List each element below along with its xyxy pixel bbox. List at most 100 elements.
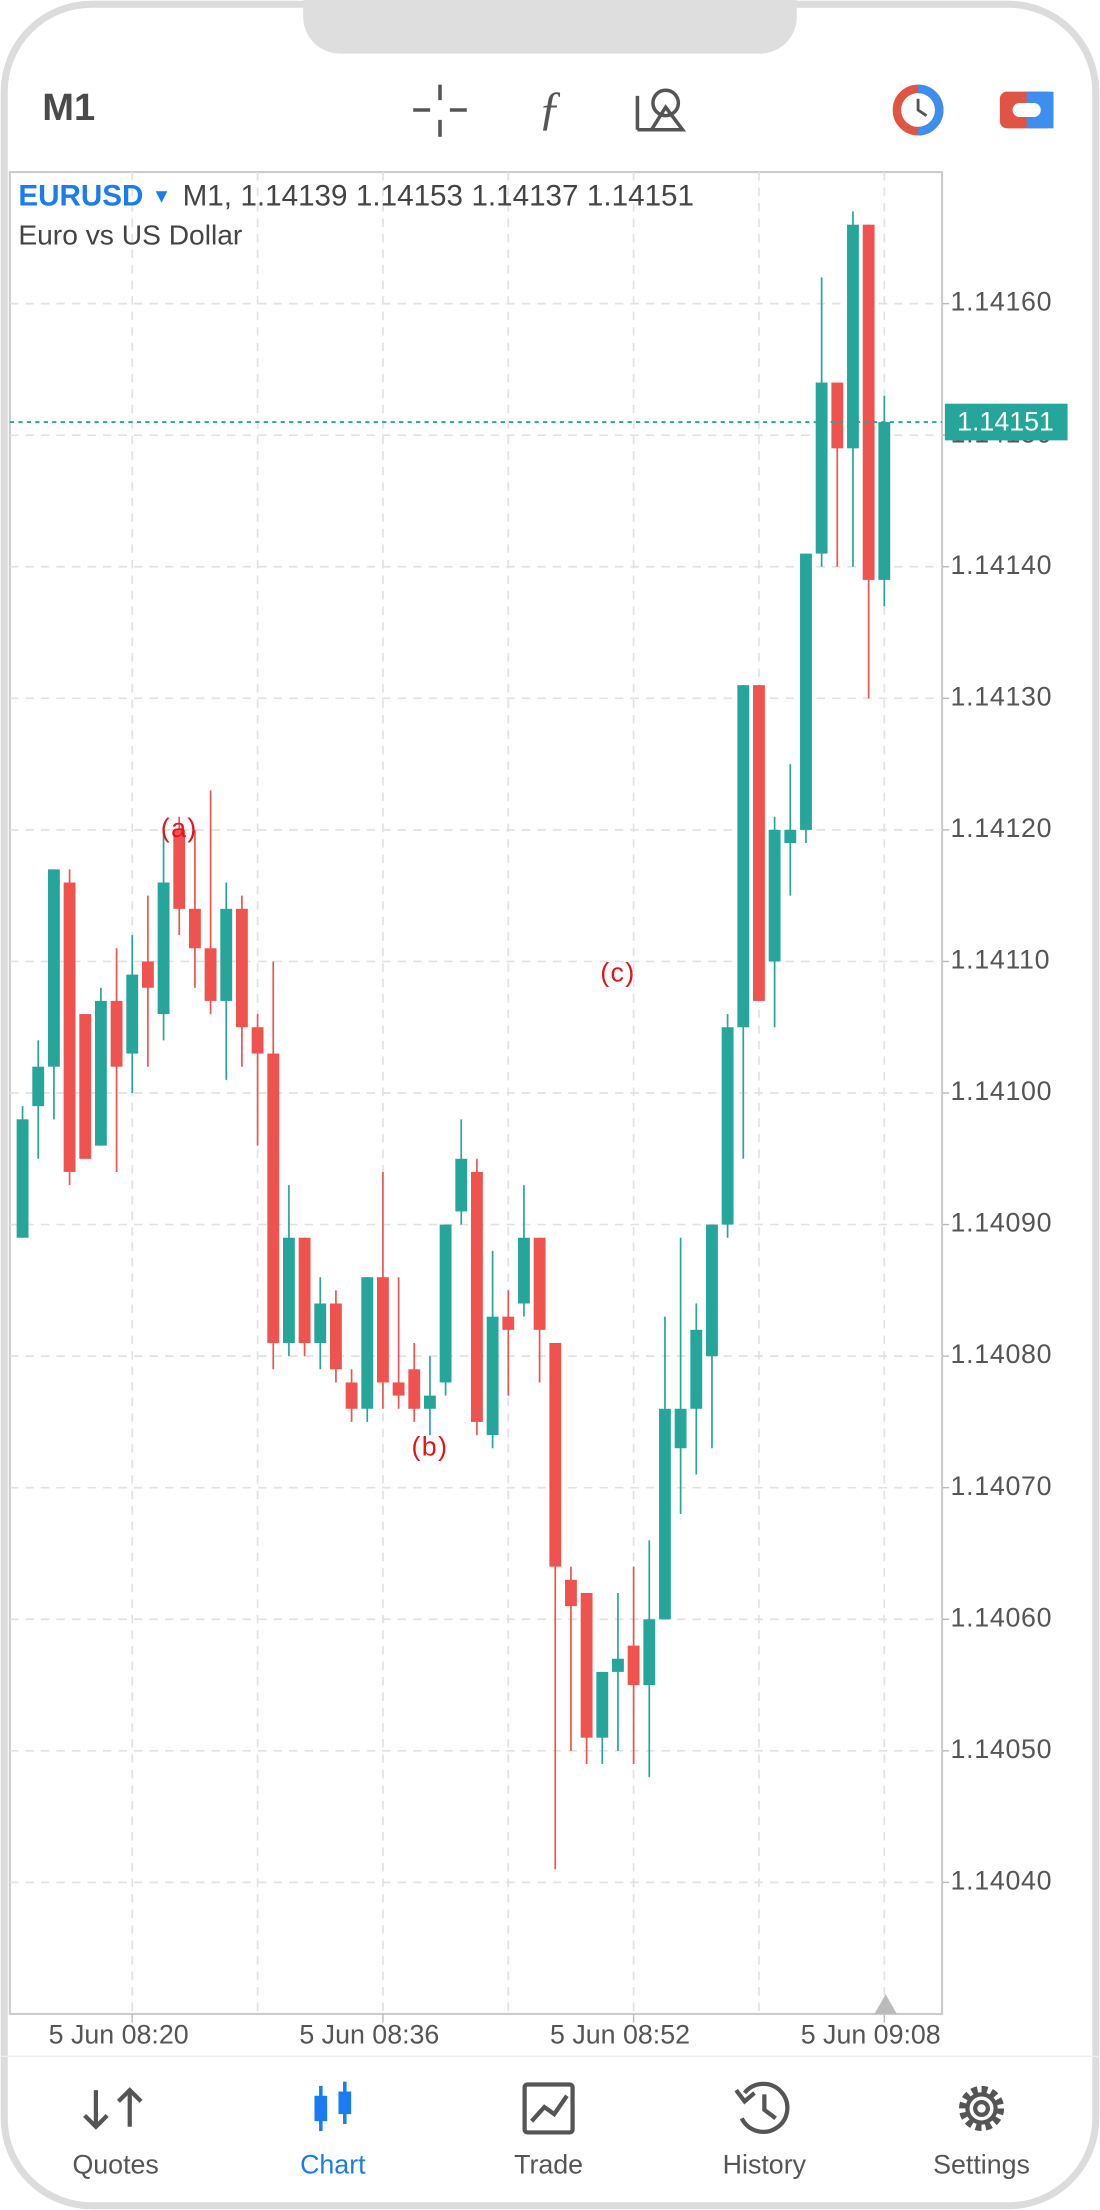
candle-body — [706, 1224, 718, 1357]
candle-body — [533, 1237, 546, 1330]
y-tick-label: 1.14160 — [951, 287, 1053, 317]
nav-label[interactable]: Quotes — [72, 2149, 158, 2179]
candle-body — [753, 685, 765, 1001]
y-tick-label: 1.14040 — [951, 1865, 1053, 1895]
candle-body — [188, 908, 201, 949]
candle-body — [565, 1579, 577, 1607]
x-tick-label: 5 Jun 09:08 — [801, 2020, 941, 2050]
candle-body — [831, 382, 844, 449]
candle-body — [16, 1119, 29, 1238]
bottom-navigation: Quotes Chart Trade History Settings — [72, 2081, 1030, 2179]
candle-body — [204, 948, 217, 1001]
candle-body — [314, 1303, 327, 1343]
y-tick-label: 1.14080 — [951, 1339, 1053, 1369]
candle-body — [282, 1237, 295, 1343]
candle-body — [502, 1316, 515, 1330]
quotes-icon[interactable] — [83, 2087, 143, 2130]
x-tick-label: 5 Jun 08:52 — [550, 2020, 690, 2050]
y-tick-label: 1.14140 — [951, 550, 1053, 580]
candle-body — [377, 1277, 389, 1383]
history-icon[interactable] — [734, 2081, 790, 2134]
y-tick-label: 1.14060 — [951, 1602, 1053, 1632]
candle-body — [141, 961, 154, 988]
candle-body — [424, 1395, 436, 1409]
scroll-marker[interactable] — [874, 1994, 897, 2014]
y-tick-label: 1.14070 — [951, 1471, 1053, 1501]
notch — [303, 0, 797, 54]
candle-body — [330, 1303, 342, 1370]
close-value: 1.14151 — [587, 179, 694, 212]
current-price-label: 1.14151 — [957, 407, 1054, 437]
candle-body — [580, 1592, 593, 1738]
settings-icon[interactable] — [958, 2085, 1005, 2132]
annotation: (c) — [600, 958, 635, 988]
candle-body — [800, 553, 812, 830]
candle-body — [392, 1382, 405, 1396]
nav-label[interactable]: Trade — [514, 2149, 583, 2179]
y-tick-label: 1.14130 — [951, 681, 1053, 711]
chart-area[interactable]: 1.14040 1.14050 1.14060 1.14070 1.14080 1.140… — [8, 171, 1068, 2050]
chart-legend: EURUSD ▼ M1, 1.14139 1.14153 1.14137 1.14151 — [18, 179, 694, 212]
candle-body — [345, 1382, 358, 1409]
candle-body — [518, 1237, 530, 1304]
candle-body — [32, 1066, 45, 1107]
nav-label[interactable]: History — [723, 2149, 807, 2179]
indicators-icon[interactable]: ƒ — [538, 82, 562, 135]
candle-body — [815, 382, 828, 554]
objects-icon[interactable] — [635, 88, 687, 132]
candle-body — [251, 1027, 264, 1054]
nav-label[interactable]: Chart — [300, 2149, 366, 2179]
candle-body — [659, 1408, 671, 1620]
period: M1, — [183, 179, 232, 212]
annotation: (b) — [411, 1431, 448, 1461]
symbol-dropdown[interactable]: ▼ — [152, 186, 172, 208]
y-tick-label: 1.14110 — [951, 945, 1051, 975]
x-tick-label: 5 Jun 08:36 — [299, 2020, 439, 2050]
candle-body — [643, 1619, 656, 1686]
candle-body — [63, 882, 76, 1172]
candle-body — [627, 1645, 640, 1686]
symbol[interactable]: EURUSD — [18, 179, 143, 212]
candle-body — [361, 1277, 374, 1409]
candle-body — [79, 1014, 92, 1159]
candle-body — [862, 224, 875, 580]
symbol-description: Euro vs US Dollar — [18, 218, 242, 250]
y-tick-label: 1.14120 — [951, 813, 1053, 843]
candle-body — [471, 1171, 483, 1422]
candle-body — [267, 1053, 280, 1343]
candle-body — [737, 685, 750, 1028]
candle-body — [47, 869, 60, 1067]
chart-icon[interactable] — [314, 2081, 352, 2132]
candle-body — [455, 1158, 468, 1212]
candle-body — [94, 1000, 107, 1146]
candle-body — [612, 1658, 624, 1672]
x-tick-label: 5 Jun 08:20 — [49, 2020, 189, 2050]
candle-body — [157, 882, 170, 1015]
candle-body — [878, 422, 891, 580]
nav-label[interactable]: Settings — [933, 2149, 1030, 2179]
candle-body — [235, 908, 248, 1028]
annotation: (a) — [161, 813, 198, 843]
y-tick-label: 1.14090 — [951, 1208, 1053, 1238]
candle-body — [110, 1000, 123, 1067]
trade-icon[interactable] — [522, 2082, 575, 2135]
crosshair-icon[interactable] — [413, 84, 467, 137]
candle-body — [768, 829, 781, 962]
candle-body — [549, 1342, 562, 1567]
candle-body — [721, 1027, 734, 1225]
timeframe-button[interactable]: M1 — [42, 87, 95, 129]
candle-body — [173, 829, 186, 909]
account-icon[interactable] — [999, 91, 1054, 129]
candle-body — [126, 974, 139, 1054]
y-tick-label: 1.14050 — [951, 1734, 1053, 1764]
y-tick-label: 1.14100 — [951, 1076, 1053, 1106]
candle-body — [486, 1316, 499, 1436]
candle-body — [847, 224, 859, 449]
trade-mode-icon[interactable] — [892, 84, 944, 136]
candle-body — [690, 1329, 703, 1409]
current-price-tag — [944, 403, 1068, 441]
candle-body — [674, 1408, 687, 1449]
candle-body — [784, 829, 797, 844]
